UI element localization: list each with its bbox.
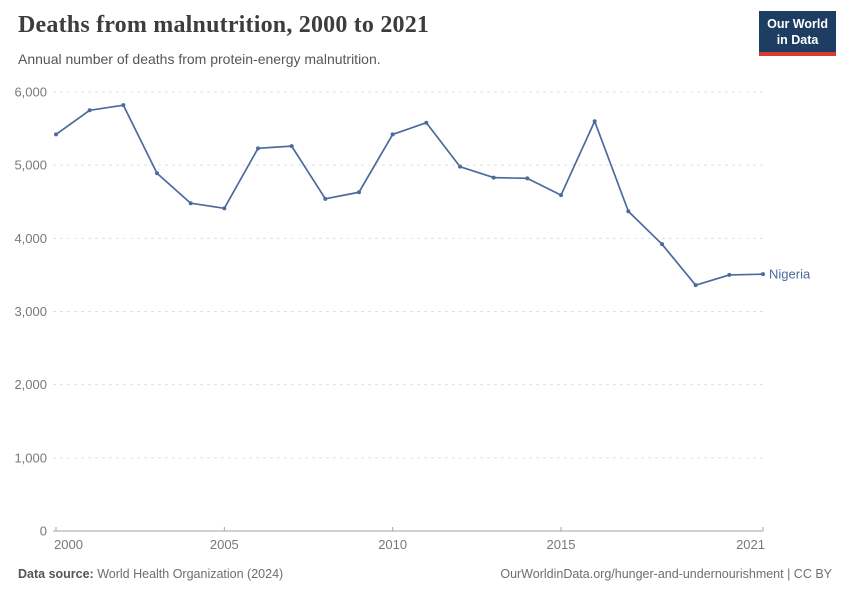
- data-point-2007[interactable]: [289, 144, 294, 149]
- data-point-2019[interactable]: [693, 283, 698, 288]
- x-axis-tick-label: 2021: [736, 537, 765, 552]
- data-point-2016[interactable]: [592, 119, 597, 124]
- data-point-2002[interactable]: [121, 103, 126, 108]
- data-point-2011[interactable]: [424, 120, 429, 125]
- chart-footer: Data source: World Health Organization (…: [18, 567, 832, 581]
- y-axis-tick-label: 4,000: [14, 231, 47, 246]
- x-axis-tick-label: 2005: [210, 537, 239, 552]
- data-point-2020[interactable]: [727, 272, 732, 277]
- data-source-text: World Health Organization (2024): [93, 567, 284, 581]
- page-title: Deaths from malnutrition, 2000 to 2021: [18, 12, 430, 38]
- owid-logo[interactable]: Our World in Data: [759, 11, 836, 56]
- chart-canvas[interactable]: 0 1,000 2,000 3,000 4,000 5,000 6,000 2000 2005 2…: [0, 0, 850, 560]
- data-point-2010[interactable]: [390, 132, 395, 137]
- y-axis-tick-label: 6,000: [14, 85, 47, 100]
- data-source-label: Data source:: [18, 567, 94, 581]
- data-point-2009[interactable]: [357, 190, 361, 195]
- data-point-2021[interactable]: [761, 272, 765, 277]
- y-axis-tick-label: 0: [40, 524, 47, 539]
- y-axis-tick-label: 5,000: [14, 158, 47, 173]
- owid-logo-line1: Our World: [767, 17, 828, 31]
- y-axis-tick-label: 3,000: [14, 304, 47, 319]
- y-axis-tick-label: 1,000: [14, 450, 47, 465]
- data-point-2008[interactable]: [323, 196, 328, 201]
- x-axis-tick-label: 2000: [54, 537, 83, 552]
- data-point-2015[interactable]: [559, 193, 563, 198]
- data-source-note: Data source: World Health Organization (…: [18, 567, 283, 581]
- data-point-2005[interactable]: [222, 206, 227, 211]
- chart-subtitle: Annual number of deaths from protein-ene…: [18, 51, 381, 67]
- line-series-nigeria[interactable]: [55, 104, 764, 287]
- series-end-label-nigeria[interactable]: Nigeria: [769, 267, 811, 282]
- x-axis-tick-label: 2015: [547, 537, 576, 552]
- data-point-2003[interactable]: [155, 171, 159, 176]
- y-axis-tick-label: 2,000: [14, 377, 47, 392]
- data-point-2001[interactable]: [87, 108, 92, 113]
- footer-citation-link[interactable]: OurWorldinData.org/hunger-and-undernouri…: [500, 567, 832, 581]
- data-point-2017[interactable]: [626, 209, 631, 214]
- data-point-2014[interactable]: [525, 176, 530, 181]
- owid-logo-line2: in Data: [776, 33, 819, 47]
- data-point-2018[interactable]: [660, 242, 664, 247]
- data-point-2000[interactable]: [54, 132, 58, 137]
- data-point-2004[interactable]: [188, 201, 193, 206]
- x-axis-tick-label: 2010: [378, 537, 407, 552]
- data-point-2012[interactable]: [458, 164, 462, 169]
- data-point-2006[interactable]: [256, 146, 260, 151]
- data-point-2013[interactable]: [491, 175, 496, 180]
